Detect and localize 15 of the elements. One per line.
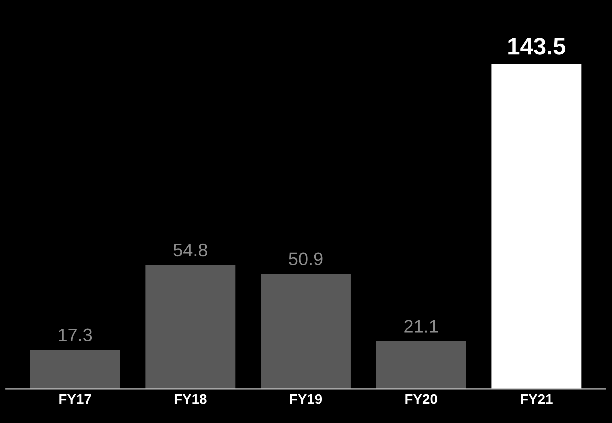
data-label: 21.1 — [404, 320, 438, 333]
x-tick-label: FY19 — [290, 394, 322, 404]
x-tick-label: FY18 — [174, 394, 207, 404]
x-tick-label: FY21 — [521, 394, 553, 404]
data-label: 50.9 — [289, 252, 323, 266]
data-label: 17.3 — [59, 328, 92, 342]
bar — [492, 64, 582, 390]
x-tick-label: FY17 — [60, 394, 92, 404]
bar — [261, 274, 351, 390]
bar — [30, 350, 120, 390]
data-label: 143.5 — [508, 38, 566, 55]
bar — [146, 265, 236, 390]
data-label: 54.8 — [174, 244, 208, 257]
x-tick-label: FY20 — [406, 394, 438, 404]
bar — [376, 341, 466, 390]
